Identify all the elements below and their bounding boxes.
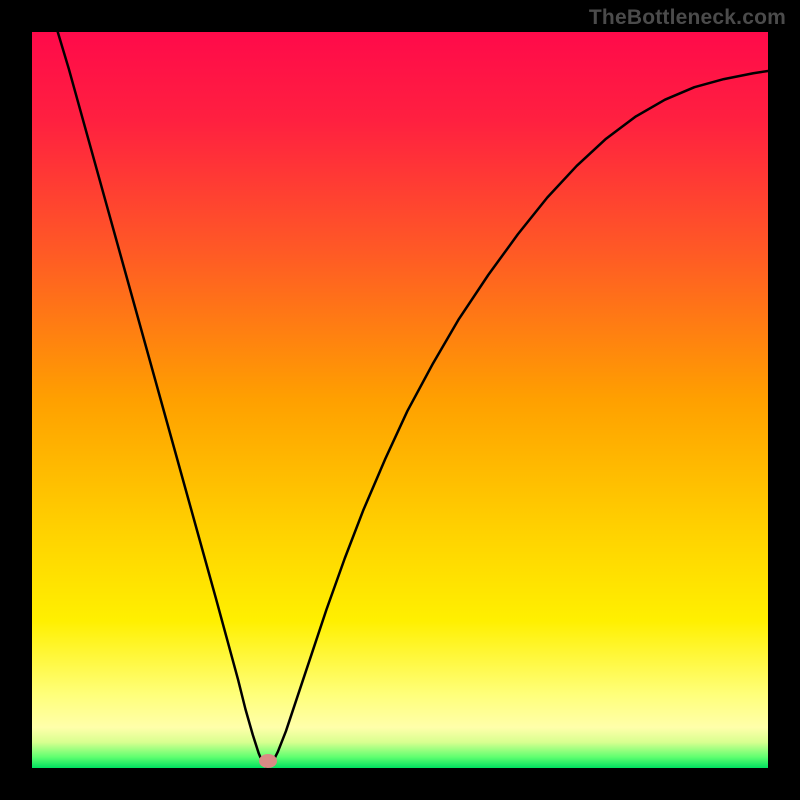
bottleneck-chart bbox=[32, 32, 768, 768]
bottleneck-curve bbox=[32, 32, 768, 768]
watermark-label: TheBottleneck.com bbox=[589, 6, 786, 30]
optimal-point-marker bbox=[259, 754, 277, 768]
curve-polyline bbox=[58, 32, 768, 768]
